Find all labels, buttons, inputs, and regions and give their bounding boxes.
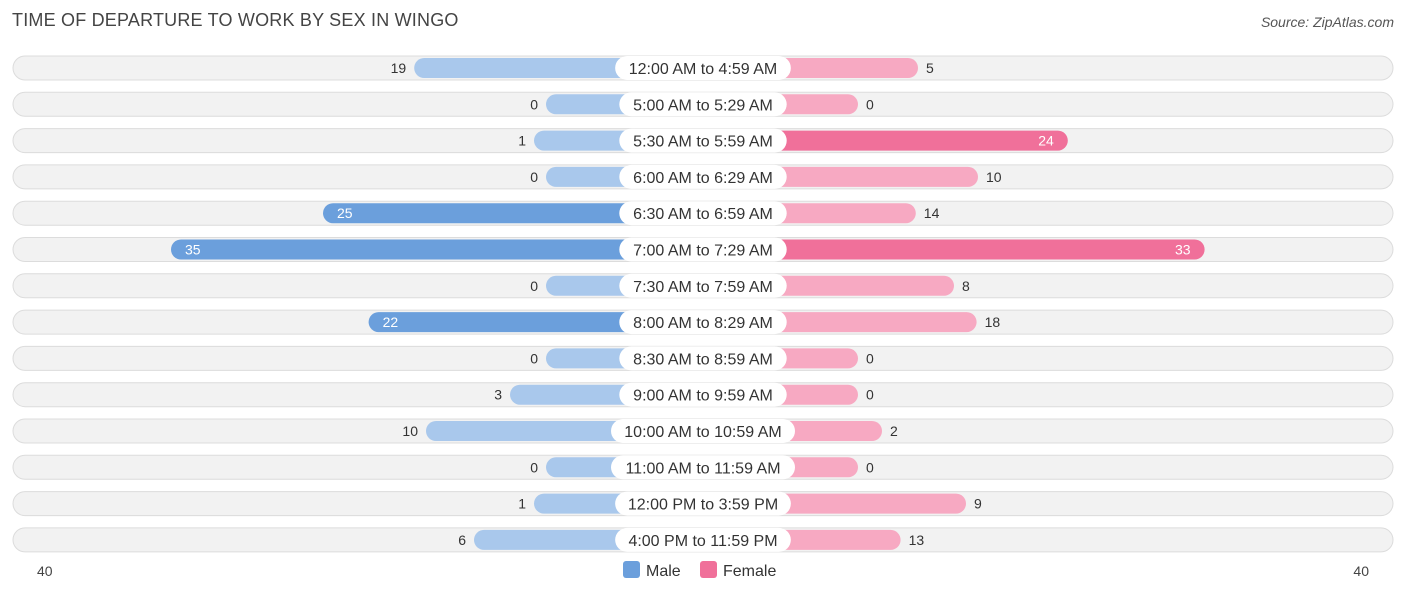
legend-male-swatch [623, 561, 640, 578]
chart-title: TIME OF DEPARTURE TO WORK BY SEX IN WING… [12, 10, 459, 30]
category-label: 4:00 PM to 11:59 PM [628, 533, 777, 550]
female-value-label: 18 [985, 314, 1001, 330]
category-label-box [619, 273, 787, 298]
category-label-box [615, 56, 791, 80]
male-value-label: 25 [337, 205, 353, 221]
male-value-label: 6 [458, 532, 466, 548]
female-bar [703, 130, 1068, 151]
category-label-box [619, 164, 787, 189]
category-label-box [611, 419, 795, 443]
category-label: 10:00 AM to 10:59 AM [624, 424, 781, 441]
category-label: 12:00 AM to 4:59 AM [629, 61, 778, 78]
category-label: 5:00 AM to 5:29 AM [633, 97, 773, 114]
category-label: 11:00 AM to 11:59 AM [625, 460, 780, 477]
category-label: 6:00 AM to 6:29 AM [633, 170, 773, 187]
category-label: 8:00 AM to 8:29 AM [633, 315, 773, 332]
category-label: 6:30 AM to 6:59 AM [633, 206, 773, 223]
male-bar [171, 239, 703, 260]
male-value-label: 0 [530, 278, 538, 294]
male-value-label: 10 [402, 423, 418, 439]
male-value-label: 1 [518, 496, 526, 512]
axis-left-label: 40 [37, 563, 53, 579]
category-label-box [619, 92, 787, 117]
axis-right-label: 40 [1353, 563, 1369, 579]
female-value-label: 8 [962, 278, 970, 294]
category-label-box [615, 491, 791, 516]
legend-female-label: Female [723, 563, 776, 580]
female-value-label: 14 [924, 205, 940, 221]
category-label: 7:30 AM to 7:59 AM [633, 279, 773, 296]
category-label: 5:30 AM to 5:59 AM [633, 134, 773, 151]
female-value-label: 2 [890, 423, 898, 439]
category-label: 12:00 PM to 3:59 PM [628, 497, 778, 514]
male-value-label: 0 [530, 96, 538, 112]
male-value-label: 1 [518, 133, 526, 149]
category-label: 7:00 AM to 7:29 AM [633, 243, 773, 260]
female-value-label: 0 [866, 350, 874, 366]
category-label-box [611, 455, 795, 480]
category-label-box [615, 527, 791, 552]
category-label-box [619, 346, 787, 371]
male-value-label: 0 [530, 350, 538, 366]
female-value-label: 24 [1038, 133, 1054, 149]
male-value-label: 0 [530, 459, 538, 475]
female-value-label: 33 [1175, 242, 1191, 258]
female-value-label: 9 [974, 496, 982, 512]
category-label-box [619, 128, 787, 153]
female-value-label: 0 [866, 459, 874, 475]
legend-female-swatch [700, 561, 717, 578]
male-bar [368, 312, 703, 333]
category-label-box [619, 310, 787, 335]
male-value-label: 35 [185, 242, 201, 258]
female-value-label: 13 [909, 532, 925, 548]
female-value-label: 5 [926, 60, 934, 76]
male-value-label: 22 [383, 314, 399, 330]
female-value-label: 0 [866, 96, 874, 112]
category-label-box [619, 382, 787, 407]
source-label: Source: ZipAtlas.com [1260, 14, 1394, 30]
category-label-box [619, 237, 787, 262]
male-value-label: 19 [391, 60, 407, 76]
category-label: 8:30 AM to 8:59 AM [633, 351, 773, 368]
male-value-label: 0 [530, 169, 538, 185]
female-value-label: 10 [986, 169, 1002, 185]
legend-male-label: Male [646, 563, 681, 580]
male-value-label: 3 [494, 387, 502, 403]
category-label: 9:00 AM to 9:59 AM [633, 388, 773, 405]
category-label-box [619, 201, 787, 226]
female-bar [703, 239, 1205, 260]
female-value-label: 0 [866, 387, 874, 403]
male-bar [323, 203, 703, 224]
